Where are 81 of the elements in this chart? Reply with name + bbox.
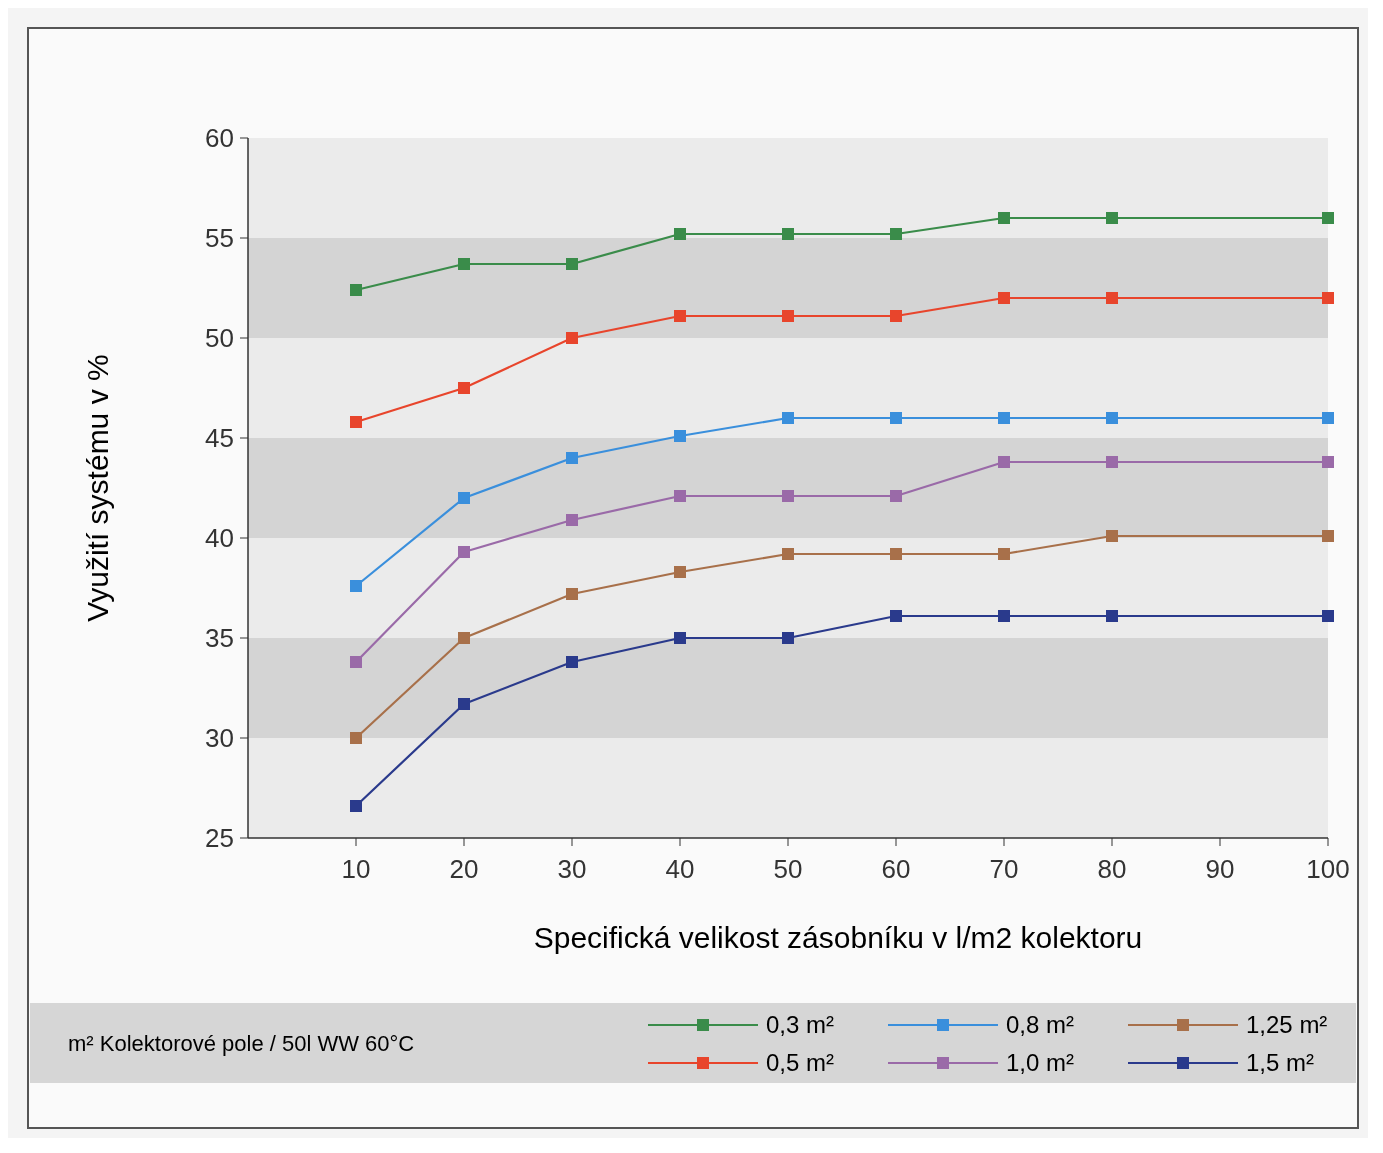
- point: [1106, 212, 1118, 224]
- point: [1106, 530, 1118, 542]
- point: [458, 698, 470, 710]
- y-tick-label: 50: [205, 323, 234, 354]
- point: [350, 284, 362, 296]
- legend-title: m² Kolektorové pole / 50l WW 60°C: [68, 1031, 415, 1056]
- point: [890, 548, 902, 560]
- point: [1322, 292, 1334, 304]
- point: [1322, 412, 1334, 424]
- point: [566, 258, 578, 270]
- point: [782, 548, 794, 560]
- point: [350, 732, 362, 744]
- x-tick-label: 50: [773, 854, 803, 884]
- point: [782, 310, 794, 322]
- point: [566, 656, 578, 668]
- point: [674, 490, 686, 502]
- point: [998, 412, 1010, 424]
- point: [350, 800, 362, 812]
- y-tick-label: 30: [205, 723, 234, 754]
- point: [998, 292, 1010, 304]
- point: [998, 548, 1010, 560]
- x-tick-label: 40: [665, 854, 695, 884]
- x-tick-label: 30: [557, 854, 587, 884]
- point: [458, 632, 470, 644]
- point: [782, 412, 794, 424]
- point: [566, 452, 578, 464]
- x-tick-label: 20: [449, 854, 479, 884]
- legend-label: 0,8 m²: [1006, 1011, 1075, 1039]
- point: [1106, 456, 1118, 468]
- point: [1322, 212, 1334, 224]
- point: [998, 610, 1010, 622]
- x-tick-label: 80: [1097, 854, 1127, 884]
- point: [998, 456, 1010, 468]
- point: [674, 430, 686, 442]
- point: [782, 228, 794, 240]
- point: [890, 490, 902, 502]
- point: [674, 566, 686, 578]
- point: [458, 492, 470, 504]
- point: [1106, 610, 1118, 622]
- point: [1106, 412, 1118, 424]
- x-tick-label: 100: [1306, 854, 1350, 884]
- point: [1106, 292, 1118, 304]
- legend-label: 1,5 m²: [1246, 1049, 1315, 1077]
- point: [674, 228, 686, 240]
- point: [1322, 456, 1334, 468]
- point: [350, 416, 362, 428]
- legend-label: 1,25 m²: [1246, 1011, 1328, 1039]
- point: [566, 514, 578, 526]
- x-tick-label: 60: [881, 854, 911, 884]
- legend-label: 1,0 m²: [1006, 1049, 1075, 1077]
- point: [458, 546, 470, 558]
- point: [566, 332, 578, 344]
- y-tick-label: 25: [205, 823, 234, 854]
- point: [782, 490, 794, 502]
- y-tick-label: 60: [205, 123, 234, 154]
- x-tick-label: 90: [1205, 854, 1235, 884]
- x-axis-title: Specifická velikost zásobníku v l/m2 kolektoru: [533, 921, 1143, 954]
- legend-label: 0,5 m²: [766, 1049, 835, 1077]
- point: [1322, 530, 1334, 542]
- point: [674, 310, 686, 322]
- point: [350, 656, 362, 668]
- y-tick-label: 45: [205, 423, 234, 454]
- y-tick-label: 40: [205, 523, 234, 554]
- x-tick-label: 10: [341, 854, 371, 884]
- point: [890, 228, 902, 240]
- point: [1322, 610, 1334, 622]
- point: [782, 632, 794, 644]
- y-tick-label: 55: [205, 223, 234, 254]
- legend-label: 0,3 m²: [766, 1011, 835, 1039]
- point: [890, 310, 902, 322]
- point: [566, 588, 578, 600]
- point: [350, 580, 362, 592]
- point: [458, 382, 470, 394]
- y-tick-label: 35: [205, 623, 234, 654]
- point: [674, 632, 686, 644]
- x-tick-label: 70: [989, 854, 1019, 884]
- point: [890, 412, 902, 424]
- point: [890, 610, 902, 622]
- point: [998, 212, 1010, 224]
- y-axis-title: Využití systému v %: [81, 354, 114, 622]
- point: [458, 258, 470, 270]
